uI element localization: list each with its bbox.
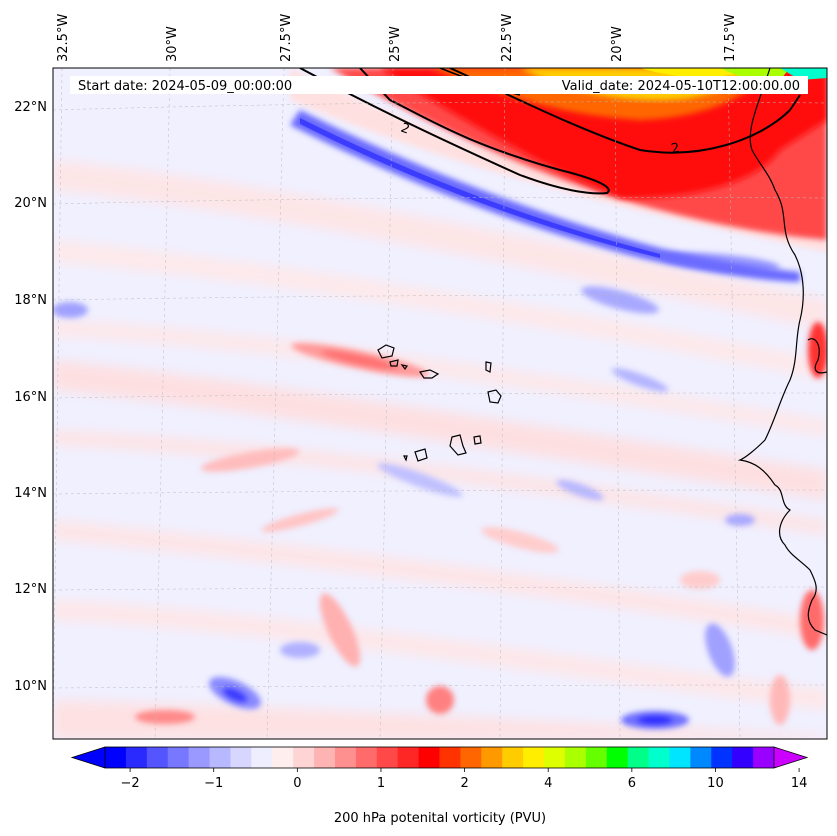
lat-tick-label: 18°N <box>14 293 47 308</box>
colorbar-cell <box>585 747 608 768</box>
colorbar-tick-label: −2 <box>121 776 140 791</box>
colorbar-cell <box>209 747 231 768</box>
colorbar-cell <box>481 747 503 768</box>
lat-tick-label: 12°N <box>14 582 47 597</box>
cape-verde-islands <box>377 344 502 462</box>
colorbar-cell <box>753 747 775 768</box>
colorbar-tick-label: 4 <box>544 776 552 791</box>
colorbar-tick-label: 10 <box>707 776 724 791</box>
colorbar-tick-label: 1 <box>377 776 385 791</box>
colorbar-cell <box>711 747 733 768</box>
pv-contour-2-b <box>449 68 801 154</box>
colorbar-cell <box>502 747 524 768</box>
colorbar-arrow-outline <box>70 746 106 769</box>
lon-tick-label: 22.5°W <box>500 14 515 62</box>
lon-tick-label: 30°W <box>165 26 180 62</box>
colorbar-cell <box>544 747 566 768</box>
pv-field-positive-blobs <box>135 322 827 725</box>
graticule <box>53 68 827 739</box>
colorbar-cell <box>460 747 482 768</box>
africa-coastline <box>737 68 827 636</box>
lat-tick-label: 22°N <box>14 100 47 115</box>
colorbar-cell <box>230 747 252 768</box>
latitude-ticks: 22°N 20°N 18°N 16°N 14°N 12°N 10°N <box>14 100 47 694</box>
colorbar-outline <box>104 746 775 769</box>
colorbar-tick-label: −1 <box>204 776 223 791</box>
colorbar-cell <box>418 747 440 768</box>
colorbar-cell <box>732 747 754 768</box>
pv-contour-2-a <box>299 68 610 195</box>
colorbar-cell <box>146 747 169 768</box>
colorbar-cells <box>105 747 775 768</box>
colorbar-tick-label: 14 <box>791 776 808 791</box>
colorbar-tick-label: 6 <box>628 776 636 791</box>
colorbar-cell <box>167 747 190 768</box>
colorbar-cell <box>397 747 419 768</box>
map-frame <box>52 67 828 740</box>
lon-tick-label: 32.5°W <box>56 14 71 62</box>
colorbar-cell <box>314 747 336 768</box>
colorbar: −2 −1 0 1 2 4 6 10 14 200 hPa potenital vorticit… <box>70 746 809 826</box>
longitude-ticks: 32.5°W 30°W 27.5°W 25°W 22.5°W 20°W 17.5… <box>56 14 738 62</box>
lat-tick-label: 16°N <box>14 390 47 405</box>
colorbar-cell <box>439 747 461 768</box>
colorbar-cell <box>606 747 629 768</box>
lon-tick-label: 27.5°W <box>279 14 294 62</box>
start-date-label: Start date: 2024-05-09_00:00:00 <box>78 79 292 94</box>
lon-tick-label: 20°W <box>610 26 625 62</box>
colorbar-cell <box>648 747 670 768</box>
colorbar-cell <box>251 747 273 768</box>
lon-tick-label: 25°W <box>388 26 403 62</box>
colorbar-arrow-outline <box>773 746 809 769</box>
colorbar-cell <box>376 747 399 768</box>
colorbar-over-arrow <box>774 747 807 768</box>
colorbar-cell <box>105 747 127 768</box>
colorbar-cell <box>669 747 691 768</box>
colorbar-tick-label: 0 <box>293 776 301 791</box>
colorbar-cell <box>523 747 545 768</box>
colorbar-cell <box>272 747 294 768</box>
colorbar-ticks: −2 −1 0 1 2 4 6 10 14 <box>121 768 808 791</box>
colorbar-under-arrow <box>72 747 105 768</box>
colorbar-cell <box>334 747 357 768</box>
colorbar-cell <box>293 747 315 768</box>
lat-tick-label: 20°N <box>14 196 47 211</box>
map-panel: 2 2 Start date: 2024-05-09_00:00:00 Vali… <box>53 68 827 739</box>
contour-label-2-right: 2 <box>670 141 681 157</box>
lon-tick-label: 17.5°W <box>723 14 738 62</box>
colorbar-cell <box>355 747 378 768</box>
valid-date-label: Valid_date: 2024-05-10T12:00:00.00 <box>562 79 800 94</box>
colorbar-label: 200 hPa potenital vorticity (PVU) <box>334 811 546 826</box>
colorbar-cell <box>564 747 587 768</box>
colorbar-cell <box>125 747 148 768</box>
lat-tick-label: 10°N <box>14 679 47 694</box>
colorbar-cell <box>188 747 210 768</box>
colorbar-cell <box>627 747 649 768</box>
lat-tick-label: 14°N <box>14 486 47 501</box>
header-band <box>70 76 808 94</box>
colorbar-cell <box>690 747 712 768</box>
colorbar-tick-label: 2 <box>460 776 468 791</box>
